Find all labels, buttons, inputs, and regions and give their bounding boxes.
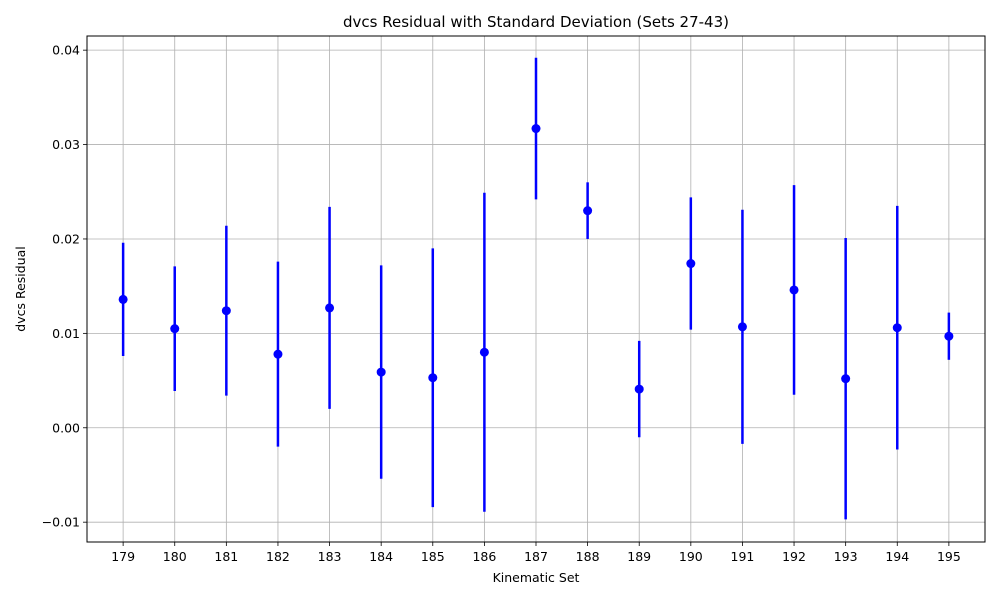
data-point [841,374,851,384]
x-tick-label: 194 [885,549,909,564]
y-tick-label: 0.03 [52,137,80,152]
data-point [737,322,747,332]
data-point [686,259,696,269]
data-point [479,347,489,357]
x-tick-label: 180 [163,549,187,564]
x-tick-label: 185 [421,549,445,564]
x-tick-label: 193 [834,549,858,564]
x-tick-label: 189 [627,549,651,564]
y-tick-label: −0.01 [42,515,80,530]
x-tick-label: 182 [266,549,290,564]
data-point [376,367,386,377]
data-point [583,206,593,216]
x-tick-label: 183 [318,549,342,564]
x-tick-label: 184 [369,549,393,564]
data-points [118,124,954,394]
x-tick-label: 188 [576,549,600,564]
x-tick-label: 195 [937,549,961,564]
y-tick-label: 0.01 [52,326,80,341]
y-tick-label: 0.00 [52,420,80,435]
x-ticks: 179 180 181 182 183 184 185 186 187 188 189 190 191 1… [111,542,961,564]
data-point [170,324,180,334]
data-point [634,384,644,394]
data-point [944,331,954,341]
x-tick-label: 186 [472,549,496,564]
x-tick-label: 191 [731,549,755,564]
x-tick-label: 190 [679,549,703,564]
data-point [892,323,902,333]
x-tick-label: 192 [782,549,806,564]
y-tick-label: 0.02 [52,231,80,246]
data-point [428,373,438,383]
x-tick-label: 181 [214,549,238,564]
chart-title: dvcs Residual with Standard Deviation (S… [343,13,729,31]
x-tick-label: 179 [111,549,135,564]
y-tick-label: 0.04 [52,43,80,58]
data-point [118,294,128,304]
x-tick-label: 187 [524,549,548,564]
data-point [273,349,283,359]
x-axis-label: Kinematic Set [493,570,580,585]
data-point [221,306,231,316]
data-point [325,303,335,313]
y-axis-label: dvcs Residual [13,246,28,331]
data-point [531,124,541,134]
data-point [789,285,799,295]
y-ticks: −0.01 0.00 0.01 0.02 0.03 0.04 [42,43,87,530]
